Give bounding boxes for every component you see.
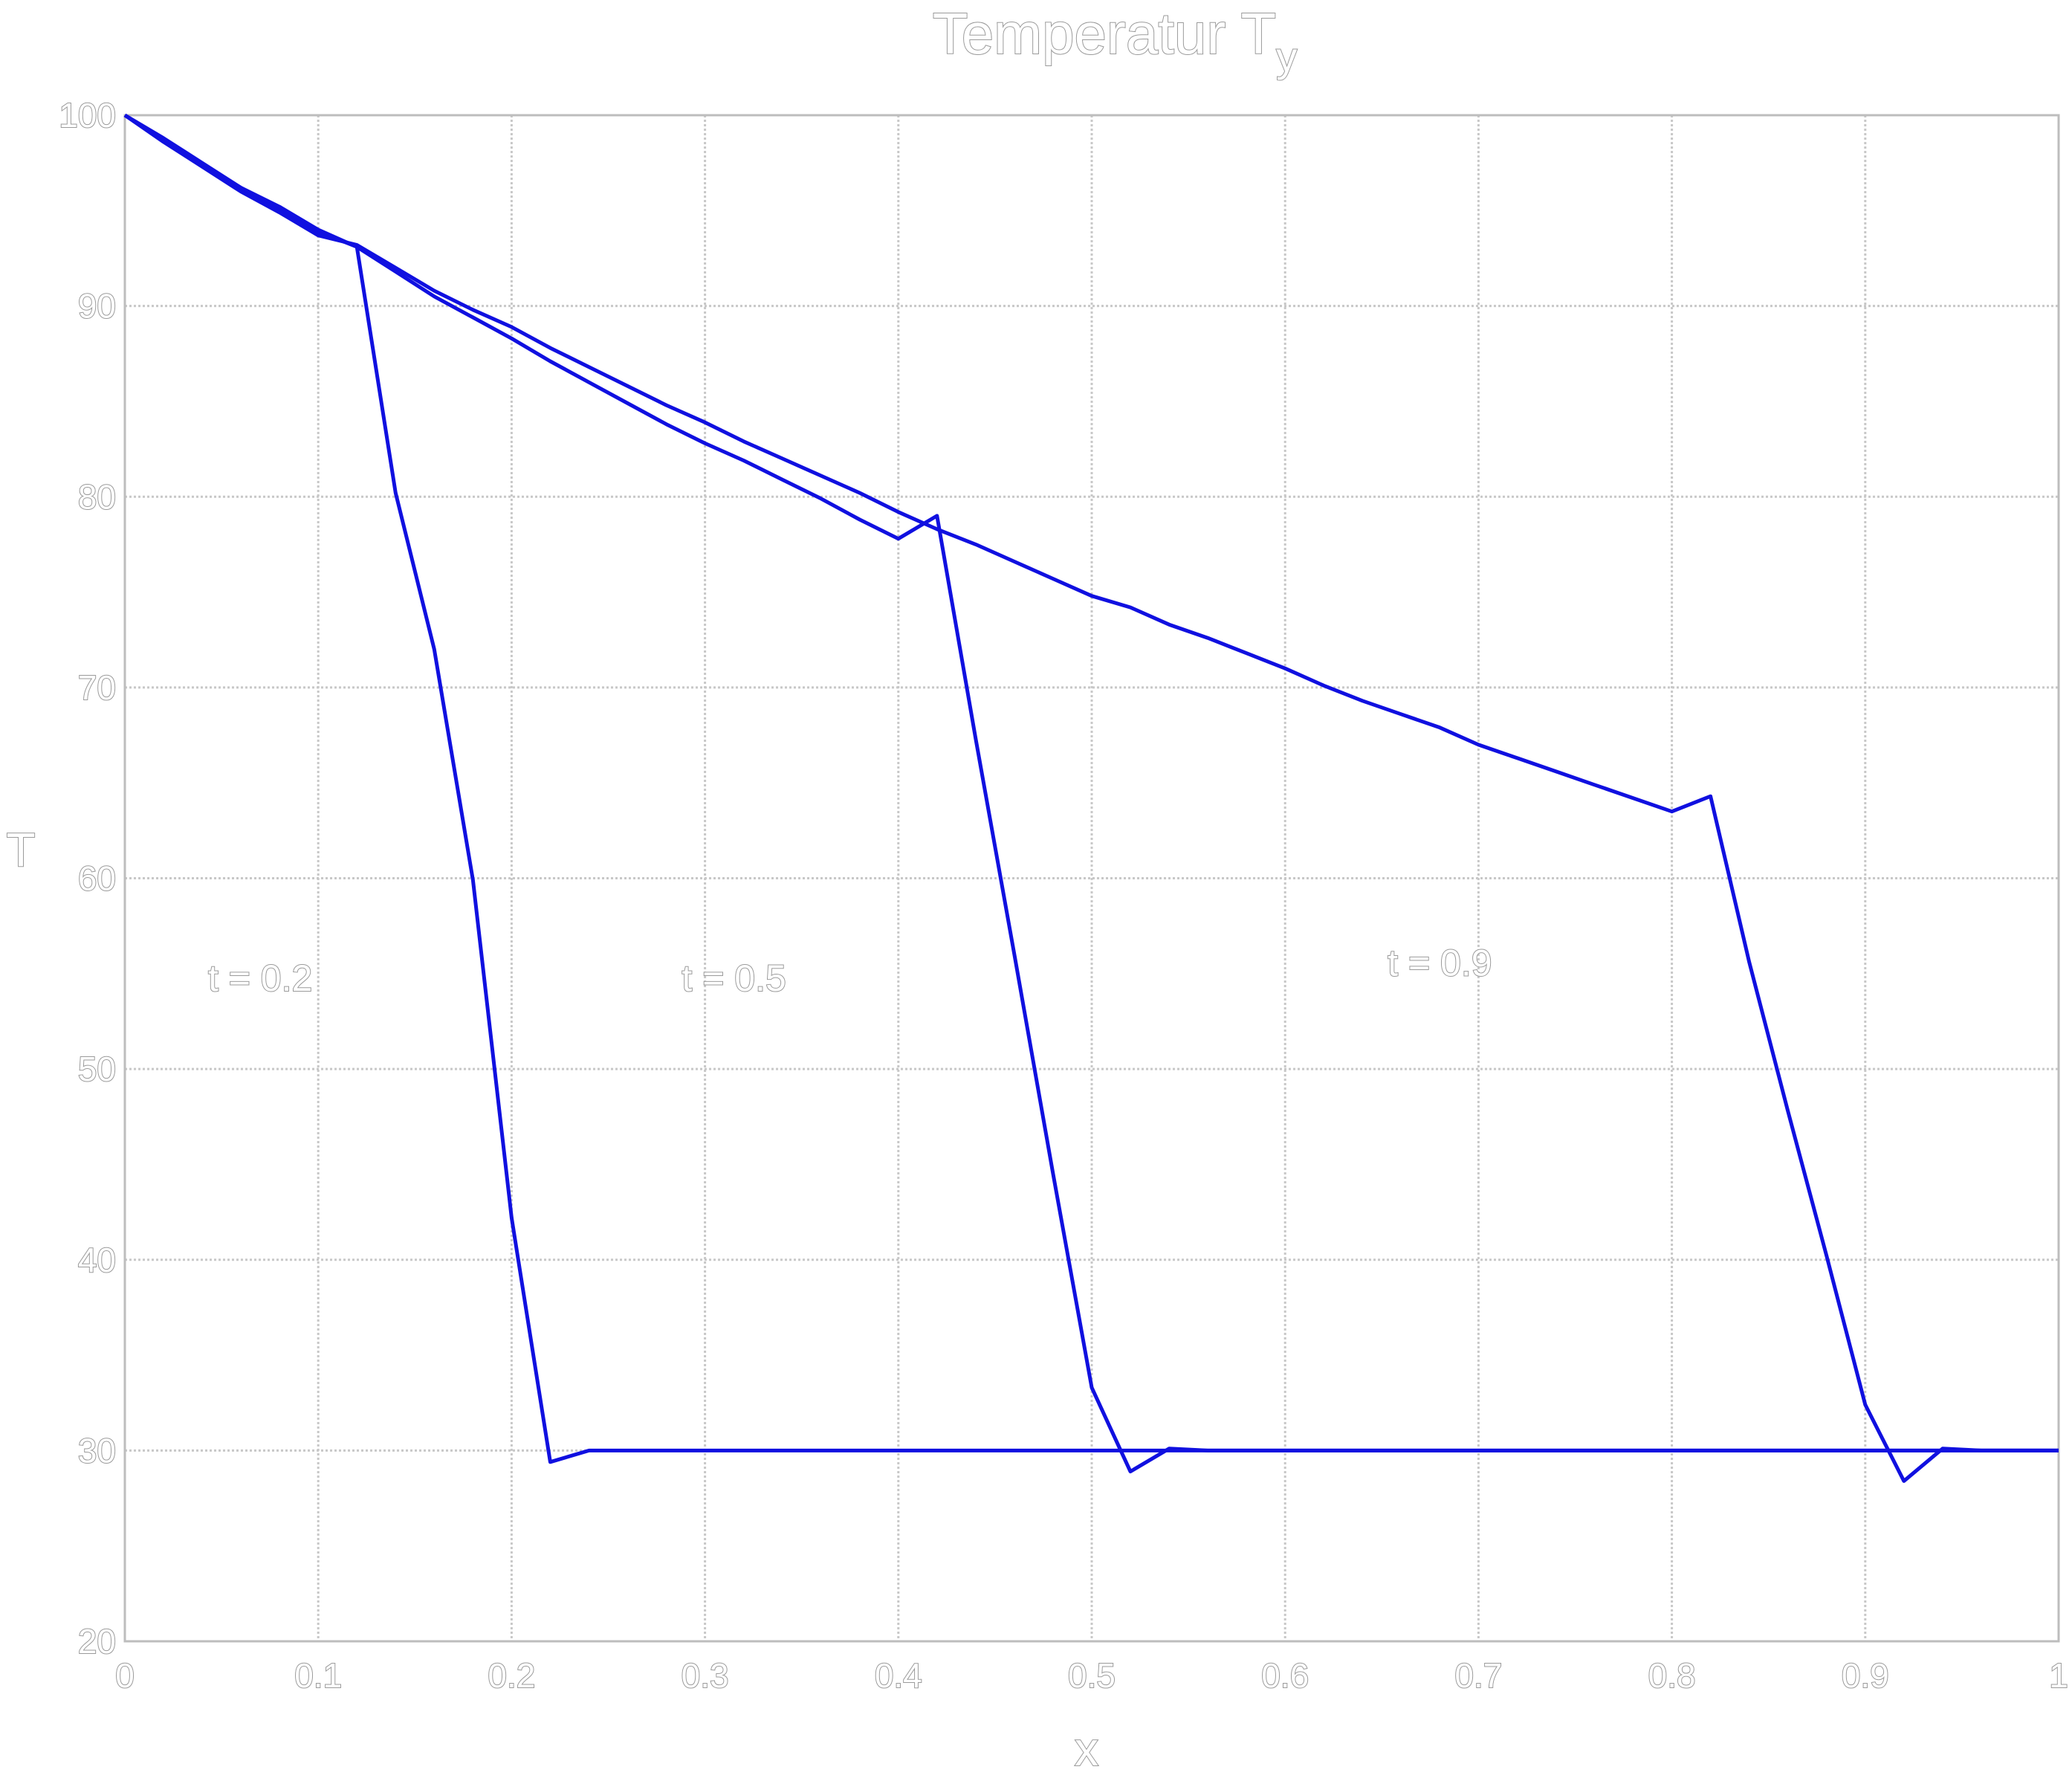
x-tick-labels: 0 0.1 0.2 0.3 0.4 0.5 0.6 0.7 0.8 0.9 1: [114, 1655, 2069, 1696]
annotation-label: t = 0.2: [208, 957, 312, 999]
plot-frame: [123, 114, 2060, 1643]
x-tick-label: 0.8: [1648, 1656, 1696, 1695]
x-tick-label: 0.2: [488, 1656, 535, 1695]
x-tick-label: 1: [2049, 1656, 2068, 1695]
x-tick-label: 0: [115, 1656, 135, 1695]
x-tick-label: 0.5: [1068, 1656, 1116, 1695]
y-tick-label: 50: [78, 1050, 116, 1088]
x-tick-label: 0.7: [1454, 1656, 1502, 1695]
y-tick-label: 100: [59, 96, 116, 135]
series-layer: [123, 113, 2059, 1483]
y-tick-label: 60: [78, 859, 116, 898]
x-tick-label: 0.3: [682, 1656, 729, 1695]
x-tick-label: 0.9: [1842, 1656, 1889, 1695]
y-tick-label: 80: [78, 477, 116, 516]
y-tick-label: 90: [78, 287, 116, 326]
y-tick-label: 30: [78, 1431, 116, 1470]
y-tick-label: 70: [78, 668, 116, 707]
x-tick-label: 0.6: [1261, 1656, 1309, 1695]
chart-title: Temperatur Ty: [933, 1, 1297, 80]
series-line-1: [123, 113, 2059, 1483]
annotation-label: t = 0.9: [1388, 942, 1492, 983]
x-axis-label: x: [1075, 1722, 1098, 1776]
grid: [123, 114, 2060, 1643]
series-line-3: [123, 113, 2059, 1464]
annotation-label: t = 0.5: [682, 957, 786, 999]
x-tick-label: 0.4: [875, 1656, 922, 1695]
y-tick-labels: 20 30 40 50 60 70 80 90 100: [58, 95, 117, 1661]
y-axis-label: T: [6, 823, 35, 876]
annotations: t = 0.2 t = 0.5 t = 0.9: [207, 941, 1493, 1000]
y-tick-label: 40: [78, 1241, 116, 1279]
chart-title-main: Temperatur T: [933, 1, 1276, 66]
y-tick-label: 20: [78, 1622, 116, 1661]
chart-title-subscript: y: [1276, 33, 1297, 80]
x-tick-label: 0.1: [294, 1656, 342, 1695]
